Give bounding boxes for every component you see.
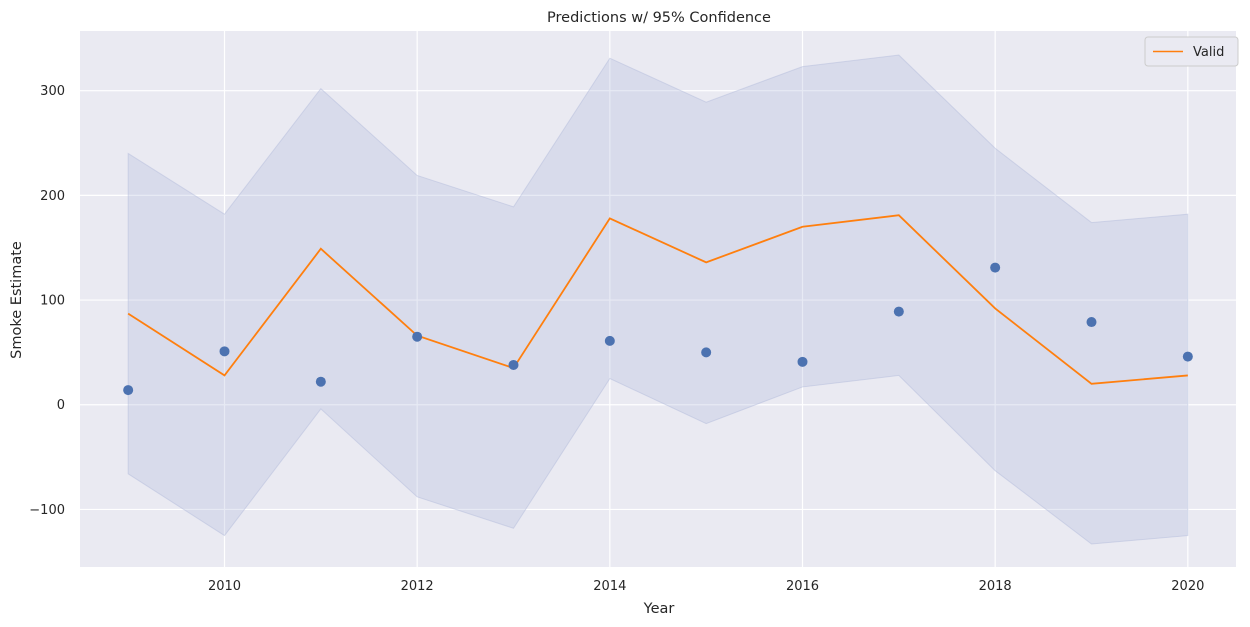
confidence-band — [127, 54, 1189, 545]
data-point-2011 — [315, 376, 326, 387]
y-tick-label-0: −100 — [29, 503, 65, 518]
confidence-band-area — [127, 54, 1189, 545]
data-point-2019 — [1086, 317, 1097, 328]
y-tick-label-4: 300 — [40, 84, 65, 99]
x-tick-label-2020: 2020 — [1171, 579, 1204, 594]
legend: Valid — [1144, 36, 1239, 67]
data-point-2010 — [219, 346, 230, 357]
x-tick-label-2010: 2010 — [208, 579, 241, 594]
data-point-2016 — [797, 356, 808, 367]
x-axis-label: Year — [643, 601, 675, 617]
prediction-line — [127, 214, 1188, 385]
data-point-2013 — [508, 359, 519, 370]
data-point-2012 — [412, 331, 423, 342]
prediction-line-path — [127, 214, 1188, 385]
plot-area — [80, 31, 1236, 567]
data-point-2017 — [893, 306, 904, 317]
y-tick-label-3: 200 — [40, 189, 65, 204]
y-axis-ticks: −100 0 100 200 300 — [29, 84, 65, 518]
x-tick-label-2016: 2016 — [786, 579, 819, 594]
data-point-2009 — [123, 385, 134, 396]
grid — [80, 31, 1236, 567]
data-point-2015 — [701, 347, 712, 358]
data-point-2014 — [604, 335, 615, 346]
observed-points — [123, 262, 1193, 396]
chart-title: Predictions w/ 95% Confidence — [547, 10, 771, 26]
y-tick-label-1: 0 — [57, 398, 65, 413]
y-axis-label: Smoke Estimate — [9, 241, 25, 359]
x-tick-label-2018: 2018 — [979, 579, 1012, 594]
x-tick-label-2012: 2012 — [401, 579, 434, 594]
y-tick-label-2: 100 — [40, 294, 65, 309]
data-point-2020 — [1182, 351, 1193, 362]
x-tick-label-2014: 2014 — [593, 579, 626, 594]
x-axis-ticks: 2010 2012 2014 2016 2018 2020 — [208, 579, 1204, 594]
legend-label-valid: Valid — [1193, 45, 1224, 60]
data-point-2018 — [990, 262, 1001, 273]
legend-box — [1144, 36, 1239, 67]
